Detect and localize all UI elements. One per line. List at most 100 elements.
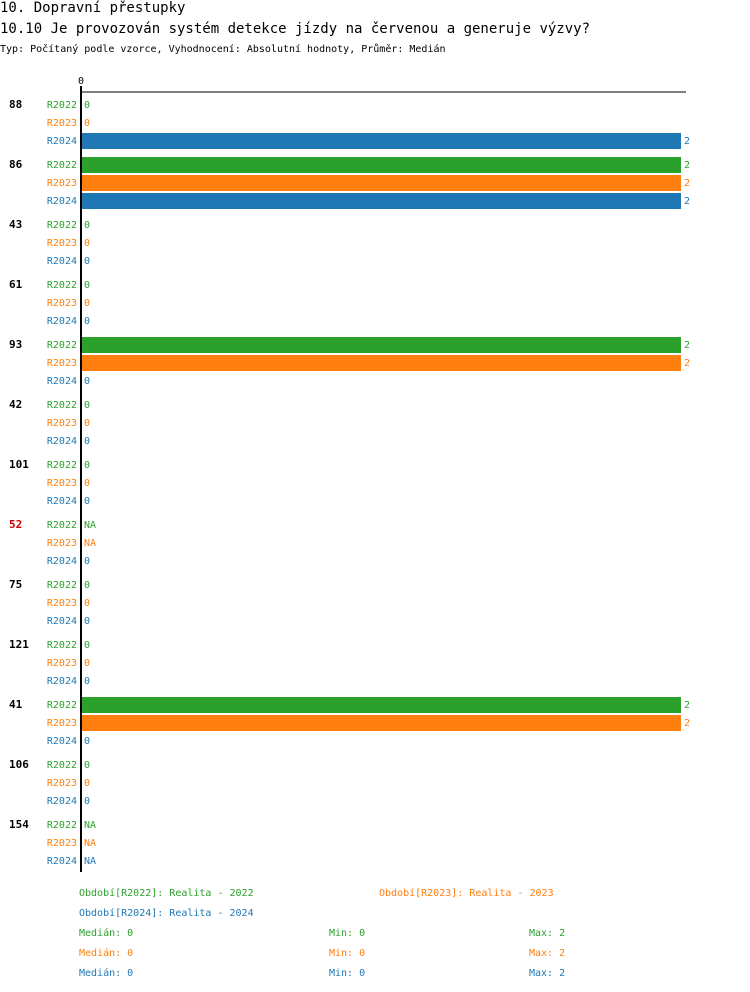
value-label: 0 xyxy=(84,238,90,249)
series-label: R2023 xyxy=(47,838,77,849)
series-label: R2022 xyxy=(47,640,77,651)
series-label: R2024 xyxy=(47,256,77,267)
series-label: R2024 xyxy=(47,436,77,447)
value-label: 2 xyxy=(684,718,690,729)
series-label: R2023 xyxy=(47,238,77,249)
series-label: R2022 xyxy=(47,820,77,831)
value-label: 0 xyxy=(84,658,90,669)
value-label: 0 xyxy=(84,736,90,747)
legend-median-r2024: Medián: 0 xyxy=(79,968,134,979)
page-title: 10. Dopravní přestupky xyxy=(0,0,186,16)
legend-period-r2023: Období[R2023]: Realita - 2023 xyxy=(379,888,554,899)
bar xyxy=(81,157,681,173)
value-label: 2 xyxy=(684,196,690,207)
legend-median-r2022: Medián: 0 xyxy=(79,928,134,939)
legend-period-r2022: Období[R2022]: Realita - 2022 xyxy=(79,888,254,899)
legend-min-r2024: Min: 0 xyxy=(329,968,366,979)
value-label: NA xyxy=(84,520,96,531)
legend-min-r2022: Min: 0 xyxy=(329,928,366,939)
series-label: R2022 xyxy=(47,280,77,291)
series-label: R2022 xyxy=(47,100,77,111)
question-title: 10.10 Je provozován systém detekce jízdy… xyxy=(0,21,591,37)
value-label: 2 xyxy=(684,136,690,147)
series-label: R2024 xyxy=(47,736,77,747)
series-label: R2022 xyxy=(47,340,77,351)
category-label: 106 xyxy=(9,758,29,771)
series-label: R2024 xyxy=(47,616,77,627)
series-label: R2023 xyxy=(47,778,77,789)
series-label: R2023 xyxy=(47,658,77,669)
series-label: R2023 xyxy=(47,358,77,369)
series-label: R2024 xyxy=(47,376,77,387)
category-label: 93 xyxy=(9,338,22,351)
bar xyxy=(81,337,681,353)
series-label: R2022 xyxy=(47,580,77,591)
value-label: 0 xyxy=(84,580,90,591)
series-label: R2022 xyxy=(47,760,77,771)
series-label: R2024 xyxy=(47,556,77,567)
series-label: R2022 xyxy=(47,700,77,711)
category-label: 75 xyxy=(9,578,22,591)
legend-period-r2024: Období[R2024]: Realita - 2024 xyxy=(79,908,254,919)
legend-max-r2024: Max: 2 xyxy=(529,968,566,979)
category-label: 43 xyxy=(9,218,22,231)
series-label: R2022 xyxy=(47,220,77,231)
value-label: 2 xyxy=(684,358,690,369)
value-label: 0 xyxy=(84,640,90,651)
category-label: 88 xyxy=(9,98,22,111)
value-label: 2 xyxy=(684,340,690,351)
value-label: 0 xyxy=(84,100,90,111)
category-label: 154 xyxy=(9,818,29,831)
series-label: R2022 xyxy=(47,160,77,171)
series-label: R2023 xyxy=(47,178,77,189)
value-label: 2 xyxy=(684,178,690,189)
value-label: 0 xyxy=(84,616,90,627)
bar xyxy=(81,193,681,209)
category-label: 121 xyxy=(9,638,29,651)
value-label: 0 xyxy=(84,598,90,609)
category-label: 61 xyxy=(9,278,23,291)
value-label: 0 xyxy=(84,220,90,231)
value-label: 0 xyxy=(84,778,90,789)
series-label: R2024 xyxy=(47,856,77,867)
bar xyxy=(81,133,681,149)
value-label: 0 xyxy=(84,760,90,771)
value-label: 0 xyxy=(84,298,90,309)
series-label: R2024 xyxy=(47,316,77,327)
value-label: 0 xyxy=(84,400,90,411)
series-label: R2023 xyxy=(47,118,77,129)
legend-min-r2023: Min: 0 xyxy=(329,948,366,959)
series-label: R2022 xyxy=(47,460,77,471)
value-label: 0 xyxy=(84,478,90,489)
series-label: R2022 xyxy=(47,520,77,531)
value-label: 0 xyxy=(84,460,90,471)
bar xyxy=(81,175,681,191)
series-label: R2022 xyxy=(47,400,77,411)
series-label: R2024 xyxy=(47,676,77,687)
series-label: R2023 xyxy=(47,598,77,609)
series-label: R2023 xyxy=(47,538,77,549)
value-label: 0 xyxy=(84,376,90,387)
series-label: R2023 xyxy=(47,418,77,429)
series-label: R2024 xyxy=(47,136,77,147)
bar xyxy=(81,697,681,713)
value-label: 0 xyxy=(84,556,90,567)
value-label: 0 xyxy=(84,436,90,447)
category-label: 101 xyxy=(9,458,29,471)
value-label: 0 xyxy=(84,418,90,429)
value-label: 0 xyxy=(84,256,90,267)
value-label: 0 xyxy=(84,496,90,507)
category-label: 42 xyxy=(9,398,22,411)
value-label: 0 xyxy=(84,280,90,291)
series-label: R2023 xyxy=(47,478,77,489)
category-label: 86 xyxy=(9,158,23,171)
axis-zero-label: 0 xyxy=(78,76,84,87)
series-label: R2023 xyxy=(47,718,77,729)
chart-subtitle: Typ: Počítaný podle vzorce, Vyhodnocení:… xyxy=(0,44,446,55)
series-label: R2024 xyxy=(47,496,77,507)
value-label: 2 xyxy=(684,160,690,171)
value-label: 2 xyxy=(684,700,690,711)
series-label: R2023 xyxy=(47,298,77,309)
value-label: 0 xyxy=(84,676,90,687)
category-label: 52 xyxy=(9,518,22,531)
